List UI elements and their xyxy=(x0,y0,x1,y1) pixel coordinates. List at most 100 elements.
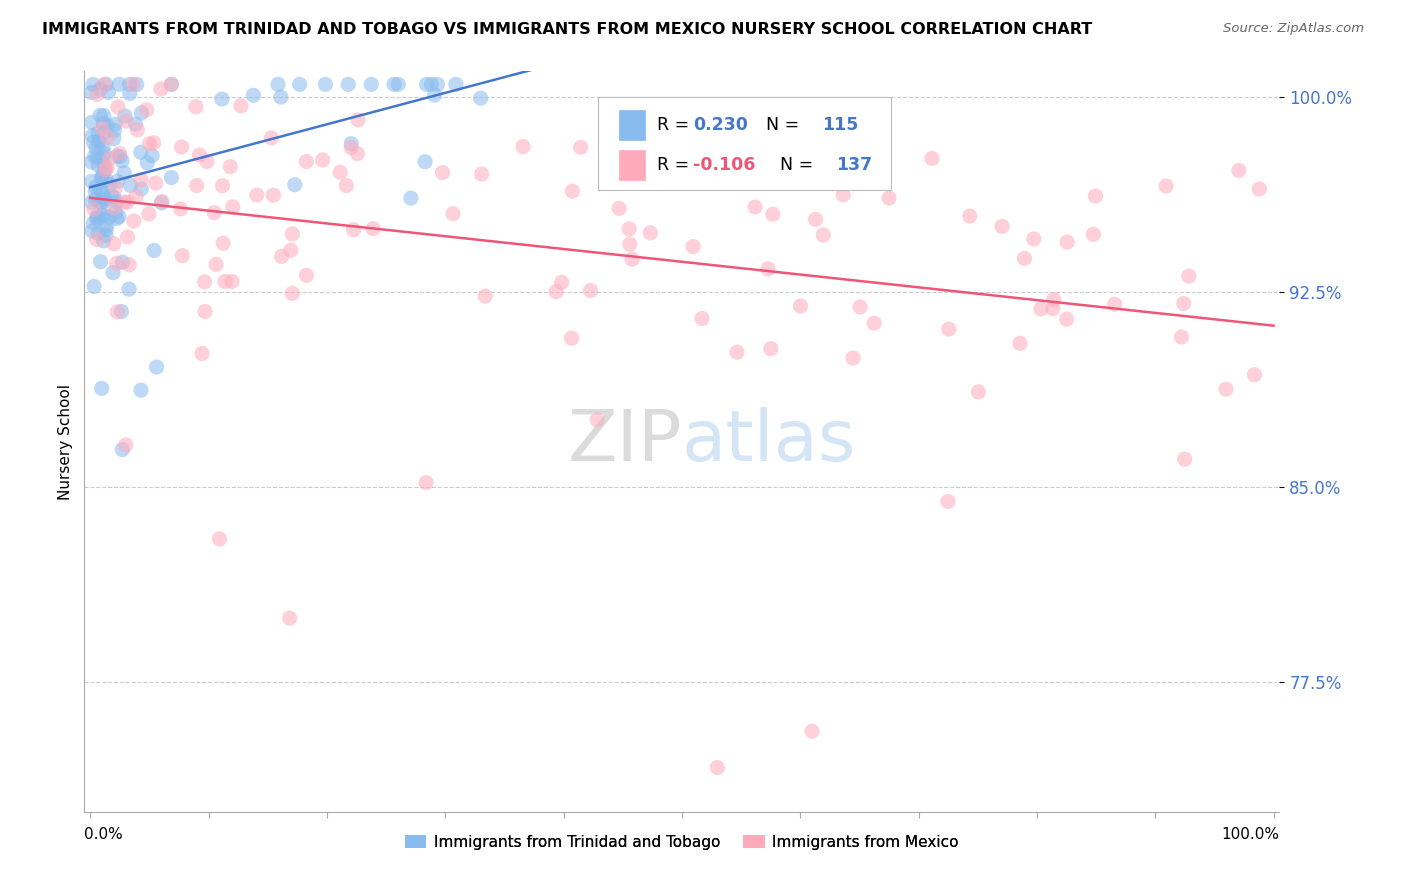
Point xyxy=(877,191,900,205)
Point xyxy=(426,78,449,92)
Point xyxy=(337,78,360,92)
Point xyxy=(93,116,115,130)
Point xyxy=(415,475,437,490)
Text: 137: 137 xyxy=(837,156,872,174)
Point xyxy=(103,190,125,204)
Point xyxy=(89,254,111,268)
Text: Source: ZipAtlas.com: Source: ZipAtlas.com xyxy=(1223,22,1364,36)
Point xyxy=(789,299,811,313)
Point xyxy=(105,149,128,163)
Point xyxy=(640,226,662,240)
Point xyxy=(80,174,103,188)
Point xyxy=(619,222,641,236)
Point xyxy=(360,78,382,92)
Point xyxy=(959,209,981,223)
Point xyxy=(90,381,112,395)
Point xyxy=(112,195,135,210)
Point xyxy=(756,262,779,277)
Point xyxy=(112,166,135,180)
Point xyxy=(91,166,114,180)
Point xyxy=(150,195,173,210)
Point xyxy=(725,345,748,359)
Point xyxy=(267,78,290,92)
Point xyxy=(1056,312,1078,326)
Point xyxy=(1173,296,1195,310)
Point xyxy=(117,230,139,244)
Point xyxy=(105,305,128,319)
Point xyxy=(221,275,243,289)
Point xyxy=(804,212,827,227)
Point xyxy=(690,311,713,326)
Point xyxy=(97,130,120,145)
Point xyxy=(108,78,131,92)
Bar xyxy=(619,110,645,140)
Point xyxy=(938,322,960,336)
Point xyxy=(1043,293,1066,307)
Point xyxy=(222,200,245,214)
Text: 115: 115 xyxy=(821,116,858,134)
Point xyxy=(83,149,105,163)
Point xyxy=(104,117,127,131)
Point xyxy=(149,82,172,96)
Legend: Immigrants from Trinidad and Tobago, Immigrants from Mexico: Immigrants from Trinidad and Tobago, Imm… xyxy=(399,829,965,856)
Point xyxy=(205,257,228,271)
Point xyxy=(682,239,704,253)
Point xyxy=(441,207,464,221)
Text: R =: R = xyxy=(657,156,695,174)
Point xyxy=(184,100,207,114)
Point xyxy=(122,214,145,228)
Point xyxy=(208,532,231,546)
Point xyxy=(118,258,141,272)
Point xyxy=(278,611,301,625)
Point xyxy=(1154,179,1177,194)
Point xyxy=(82,78,104,92)
Point xyxy=(186,178,208,193)
Point xyxy=(82,135,104,149)
Point xyxy=(281,286,304,301)
Point xyxy=(314,78,336,92)
Point xyxy=(420,78,443,92)
Point xyxy=(101,266,124,280)
Point xyxy=(561,331,583,345)
Point xyxy=(1178,268,1201,283)
Point xyxy=(1083,227,1105,242)
Point xyxy=(967,384,990,399)
Point xyxy=(579,284,602,298)
Point xyxy=(108,146,131,161)
Point xyxy=(114,109,136,123)
Text: N =: N = xyxy=(755,116,804,134)
Point xyxy=(150,194,173,209)
Point xyxy=(120,178,142,193)
Bar xyxy=(619,150,645,179)
Point xyxy=(143,244,166,258)
Point xyxy=(84,185,107,199)
Point xyxy=(1227,163,1250,178)
Point xyxy=(80,224,103,238)
Point xyxy=(103,201,125,215)
Text: IMMIGRANTS FROM TRINIDAD AND TOBAGO VS IMMIGRANTS FROM MEXICO NURSERY SCHOOL COR: IMMIGRANTS FROM TRINIDAD AND TOBAGO VS I… xyxy=(42,22,1092,37)
Point xyxy=(84,141,107,155)
Point xyxy=(131,182,153,196)
Point xyxy=(87,211,110,226)
Text: atlas: atlas xyxy=(682,407,856,476)
Point xyxy=(1029,301,1052,316)
Point xyxy=(586,413,609,427)
Point xyxy=(242,88,264,103)
Point xyxy=(219,160,242,174)
Point xyxy=(621,252,644,266)
Point xyxy=(1104,297,1126,311)
Point xyxy=(471,167,494,181)
Point xyxy=(1014,252,1036,266)
Text: -0.106: -0.106 xyxy=(693,156,755,174)
Point xyxy=(80,115,103,129)
Point xyxy=(444,78,467,92)
Point xyxy=(94,161,117,176)
Point xyxy=(91,186,114,200)
Point xyxy=(813,227,835,242)
Point xyxy=(212,236,235,251)
Point xyxy=(202,205,225,219)
Point xyxy=(98,152,121,166)
Point xyxy=(104,180,127,194)
Point xyxy=(138,207,160,221)
Point xyxy=(229,99,252,113)
